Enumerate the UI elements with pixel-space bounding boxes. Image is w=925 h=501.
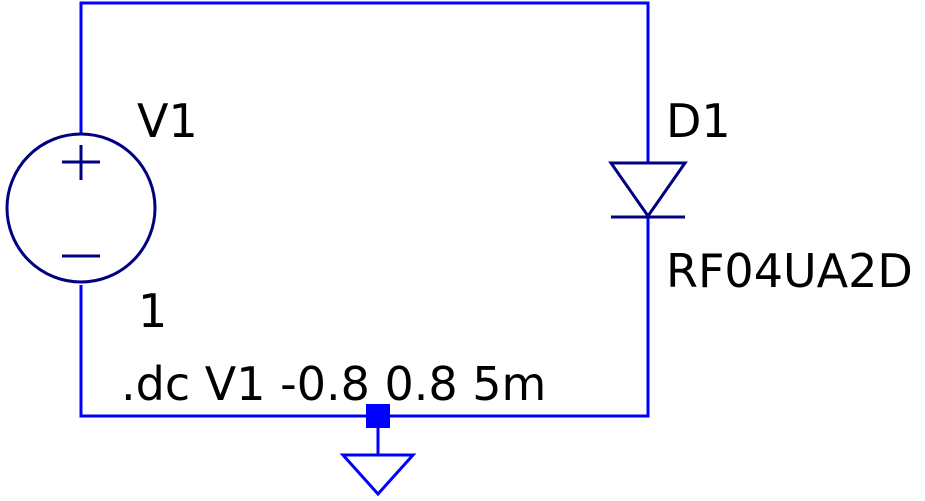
source-value-label: 1 — [138, 284, 168, 338]
wire-right-bottom[interactable] — [378, 218, 650, 418]
junction-node[interactable] — [366, 404, 390, 428]
wire-left-bottom[interactable] — [79, 285, 378, 418]
diode-triangle-icon — [608, 161, 688, 219]
diode-name-label: D1 — [666, 94, 731, 148]
wire-top[interactable] — [79, 1, 650, 163]
diode-d1[interactable] — [608, 161, 688, 219]
wires — [79, 1, 650, 418]
ground-triangle-icon — [339, 453, 417, 497]
source-name-label: V1 — [137, 94, 198, 148]
voltage-source-v1[interactable] — [5, 132, 157, 284]
diode-model-label: RF04UA2D — [666, 244, 913, 298]
spice-directive-label[interactable]: .dc V1 -0.8 0.8 5m — [121, 357, 547, 411]
source-circle — [5, 132, 157, 284]
